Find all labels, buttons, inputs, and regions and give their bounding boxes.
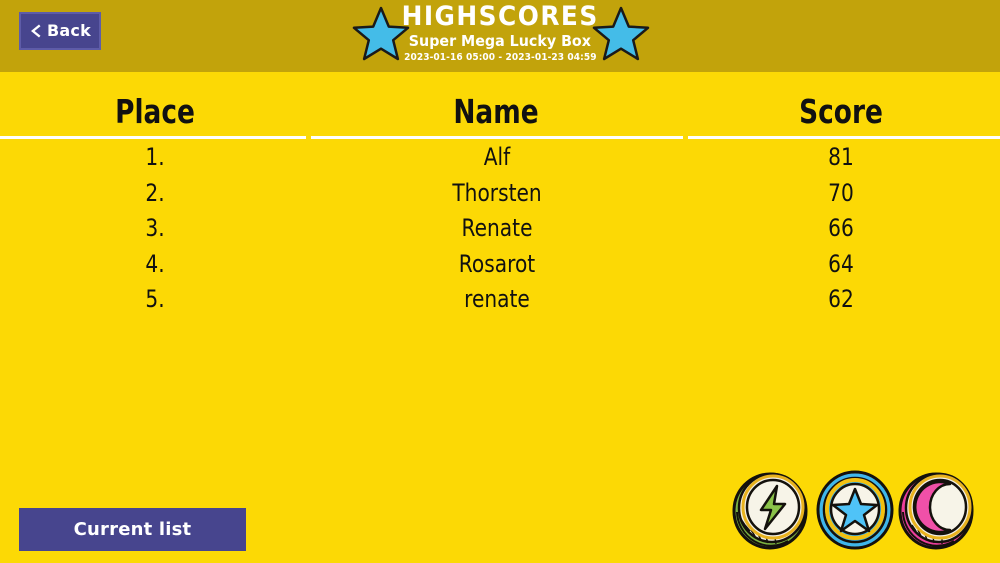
cell-score: 81 bbox=[828, 143, 854, 171]
cell-place: 2. bbox=[145, 178, 165, 207]
star-icon bbox=[831, 487, 879, 533]
cell-name: Rosarot bbox=[458, 249, 536, 278]
badge-tray bbox=[731, 467, 986, 553]
cell-name: Thorsten bbox=[452, 178, 542, 207]
cell-place: 1. bbox=[145, 143, 165, 171]
chevron-left-icon bbox=[31, 24, 41, 38]
table-body: 1. Alf 81 2. Thorsten 70 3. Renate 66 4.… bbox=[0, 140, 1000, 318]
cell-place: 4. bbox=[145, 249, 165, 278]
cell-score: 62 bbox=[828, 285, 854, 313]
cell-score: 66 bbox=[828, 214, 854, 242]
back-button[interactable]: Back bbox=[19, 12, 101, 50]
badge-moon[interactable] bbox=[898, 467, 978, 551]
badge-lightning[interactable] bbox=[731, 467, 811, 551]
cell-place: 3. bbox=[145, 214, 165, 242]
table-row: 2. Thorsten 70 bbox=[0, 176, 1000, 212]
crescent-moon-icon bbox=[913, 480, 952, 534]
column-header-score: Score bbox=[799, 92, 883, 131]
cell-name: renate bbox=[464, 285, 530, 313]
table-row: 3. Renate 66 bbox=[0, 211, 1000, 247]
current-list-button[interactable]: Current list bbox=[19, 508, 246, 551]
cell-name: Alf bbox=[483, 143, 511, 171]
cell-score: 70 bbox=[828, 178, 854, 207]
header-bar bbox=[0, 0, 1000, 72]
table-header: Place Name Score bbox=[0, 90, 1000, 138]
table-row: 5. renate 62 bbox=[0, 282, 1000, 318]
column-header-place: Place bbox=[115, 92, 195, 131]
header-divider bbox=[688, 136, 1000, 139]
badge-star[interactable] bbox=[815, 467, 895, 551]
cell-name: Renate bbox=[461, 214, 533, 242]
header-divider bbox=[0, 136, 306, 139]
current-list-label: Current list bbox=[73, 518, 192, 540]
table-row: 4. Rosarot 64 bbox=[0, 247, 1000, 283]
lightning-bolt-icon bbox=[759, 484, 787, 531]
table-row: 1. Alf 81 bbox=[0, 140, 1000, 176]
cell-score: 64 bbox=[828, 249, 854, 278]
back-button-label: Back bbox=[47, 21, 91, 40]
cell-place: 5. bbox=[145, 285, 165, 313]
header-divider bbox=[311, 136, 683, 139]
column-header-name: Name bbox=[453, 92, 539, 131]
